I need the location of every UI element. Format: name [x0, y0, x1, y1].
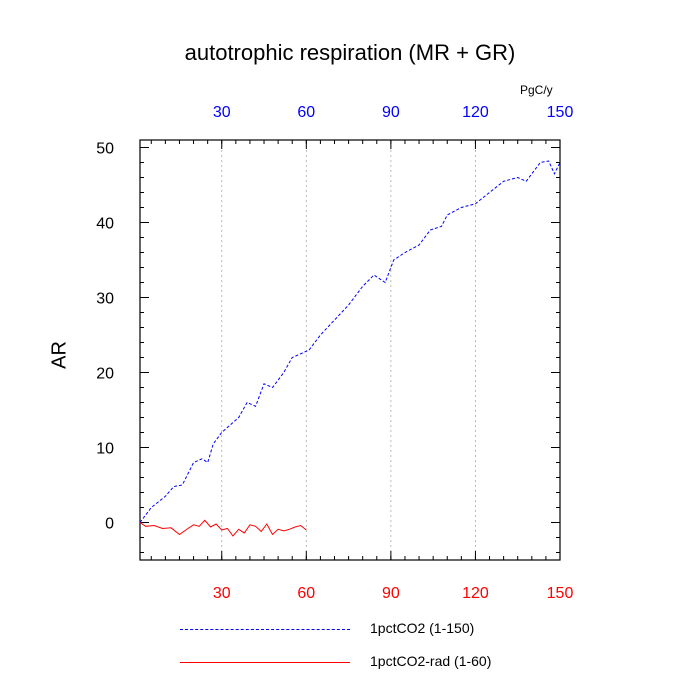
legend-swatch-series-1 [180, 629, 350, 630]
x-tick-label-top: 90 [382, 104, 400, 121]
y-tick-label: 30 [96, 291, 114, 308]
legend-label-series-1: 1pctCO2 (1-150) [370, 620, 475, 636]
series-line-2 [139, 519, 307, 537]
x-tick-label-top: 120 [462, 104, 489, 121]
legend-label-series-2: 1pctCO2-rad (1-60) [370, 653, 492, 669]
x-tick-label-top: 30 [213, 104, 231, 121]
x-tick-label-bottom: 120 [462, 585, 489, 602]
x-tick-label-bottom: 30 [213, 585, 231, 602]
x-tick-label-bottom: 150 [547, 585, 574, 602]
y-tick-label: 50 [96, 141, 114, 158]
legend-item-series-1: 1pctCO2 (1-150) [180, 620, 580, 640]
y-tick-label: 10 [96, 441, 114, 458]
x-tick-label-top: 150 [547, 104, 574, 121]
top-axis-unit-label: PgC/y [520, 83, 553, 97]
x-tick-label-bottom: 60 [297, 585, 315, 602]
x-tick-label-bottom: 90 [382, 585, 400, 602]
legend-swatch-series-2 [180, 662, 350, 663]
y-tick-label: 40 [96, 216, 114, 233]
series-line-1 [139, 160, 561, 523]
y-tick-label: 0 [105, 516, 114, 533]
legend-item-series-2: 1pctCO2-rad (1-60) [180, 653, 580, 673]
plot-frame [139, 139, 561, 561]
y-tick-label: 20 [96, 366, 114, 383]
chart-title: autotrophic respiration (MR + GR) [184, 40, 516, 65]
x-tick-label-top: 60 [297, 104, 315, 121]
